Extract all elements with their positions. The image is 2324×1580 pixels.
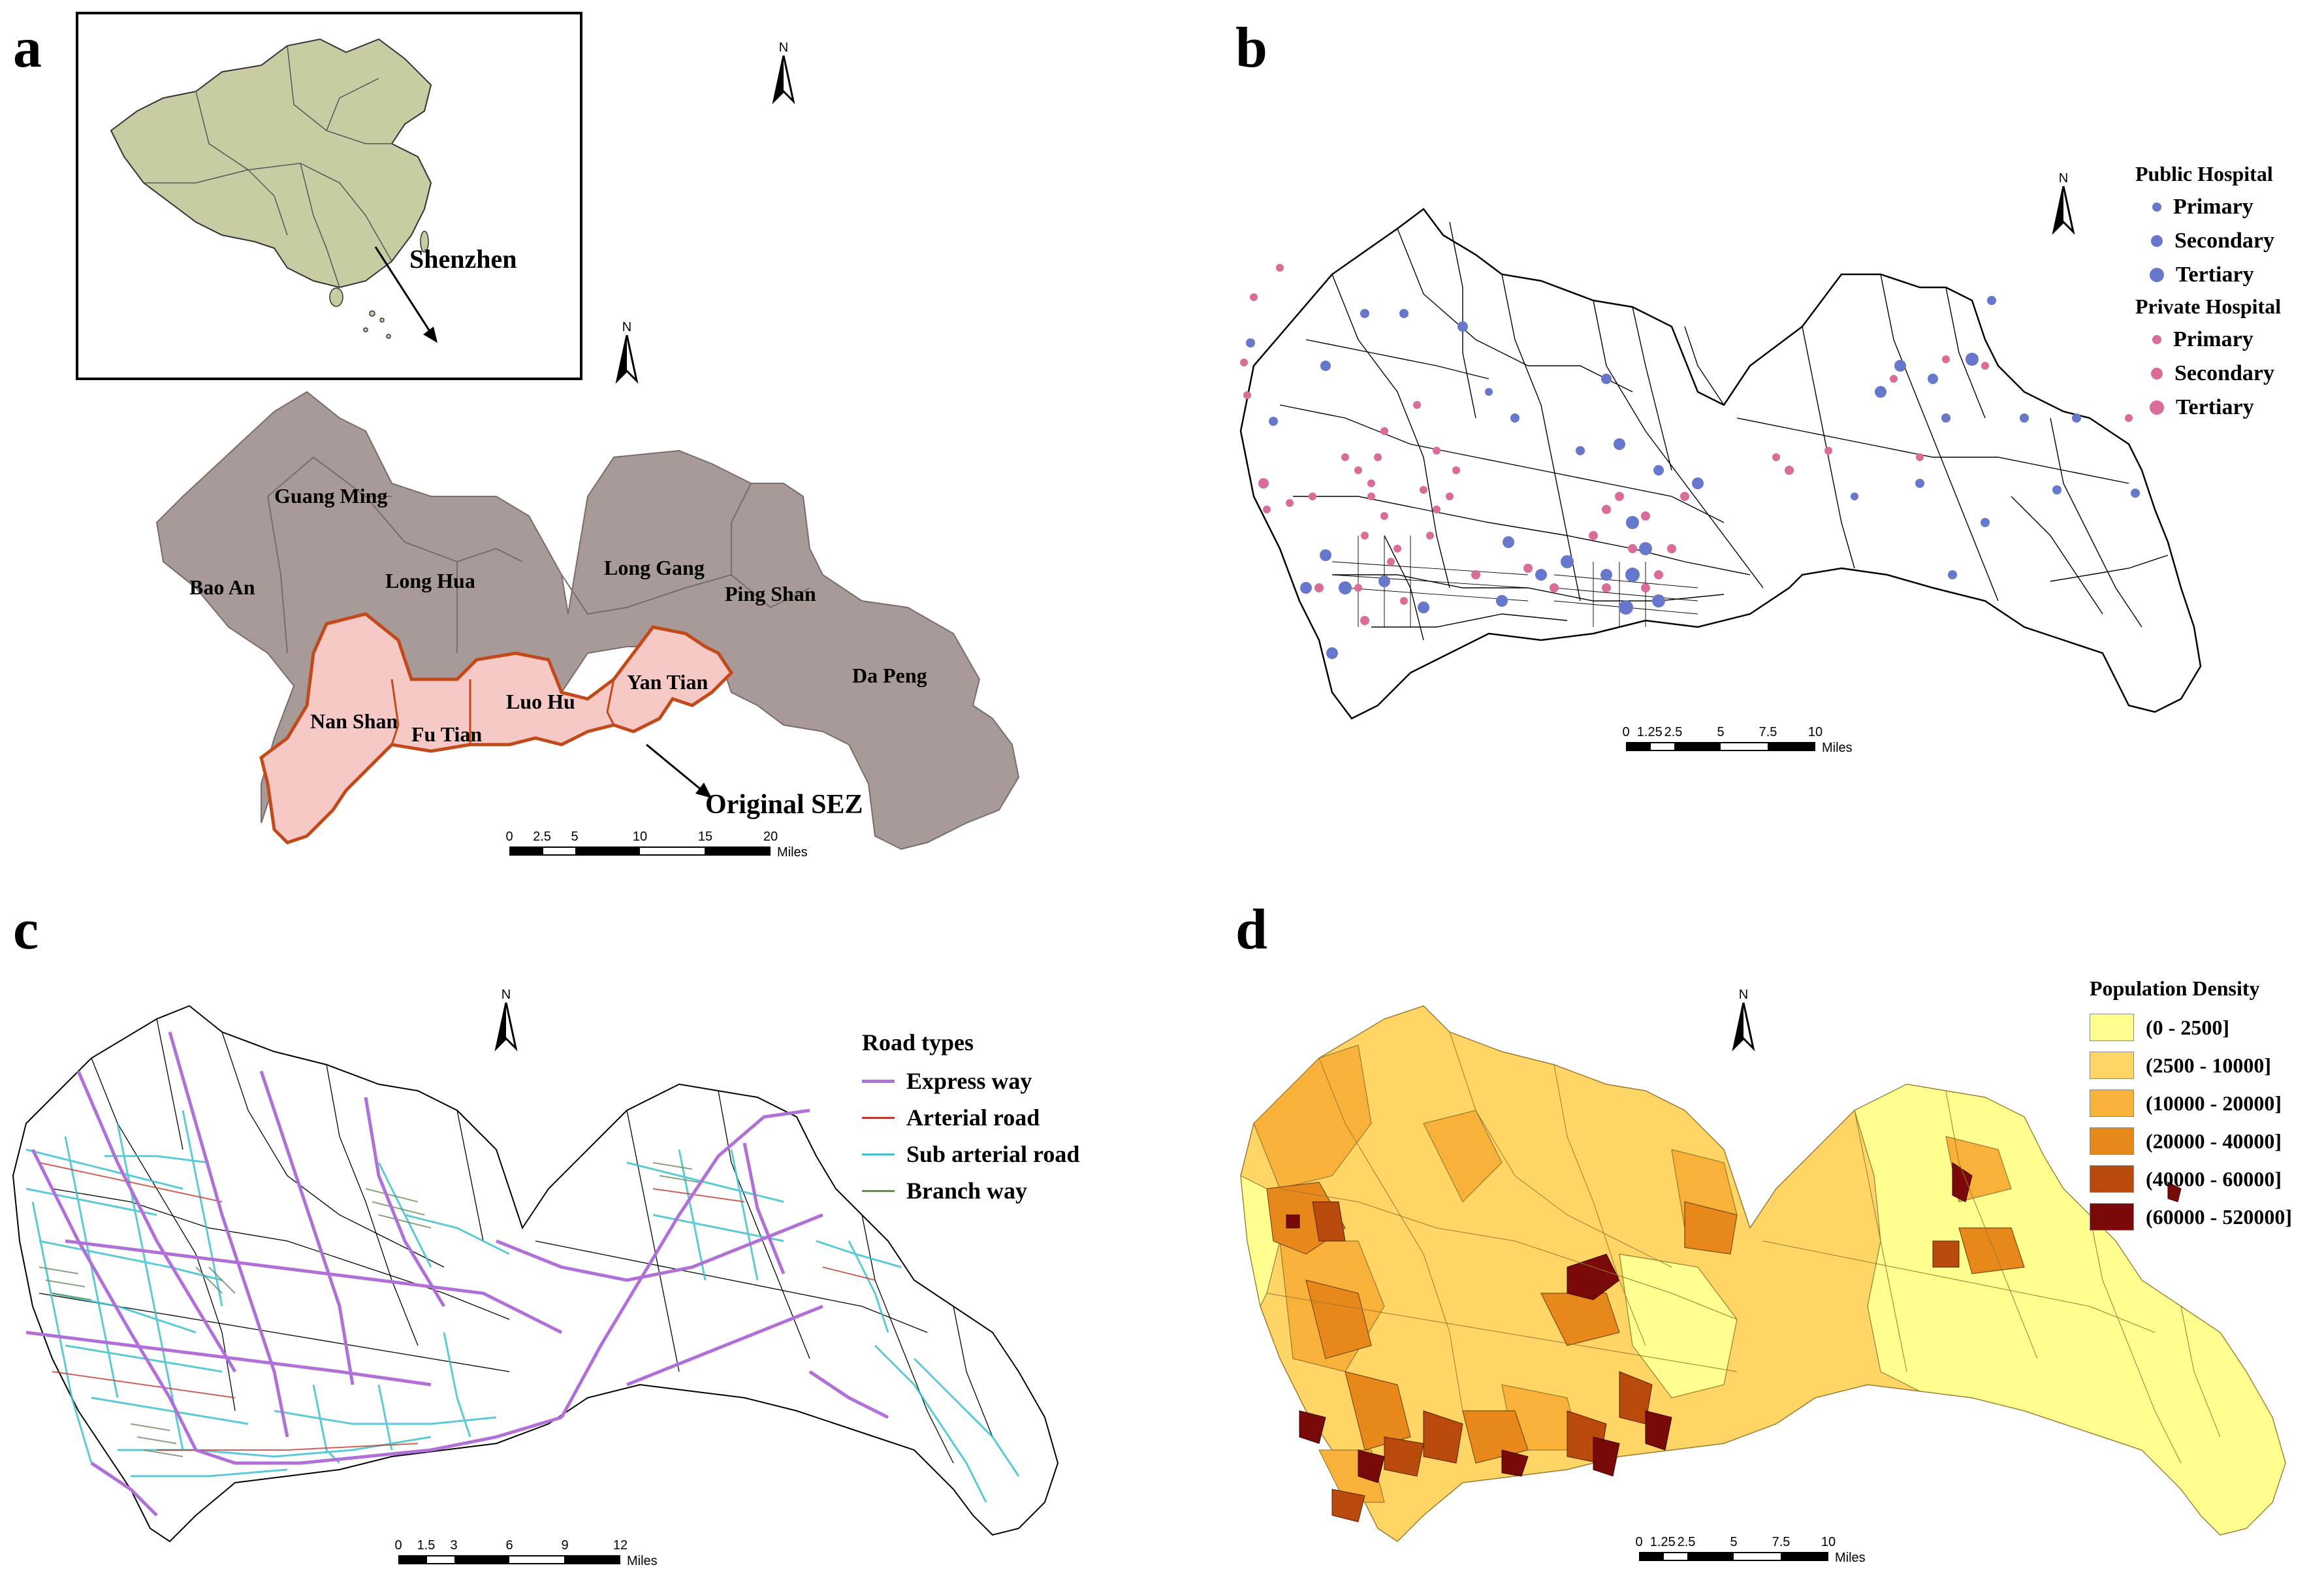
- scale-bar-a: 0 2.5 5 10 15 20 Miles: [505, 830, 808, 860]
- sub-arterial-road-line-icon: [862, 1153, 895, 1155]
- panel-letter-c: c: [13, 898, 39, 961]
- inset-label: Shenzhen: [409, 244, 517, 274]
- tertiary-dot-icon: [2150, 268, 2164, 282]
- district-label: Guang Ming: [274, 484, 387, 508]
- north-arrow-icon: [1732, 1002, 1755, 1052]
- shenzhen-outline-c: [12, 1005, 1059, 1543]
- north-arrow-c: N: [493, 988, 519, 1058]
- north-arrow-icon: [772, 55, 795, 105]
- panel-b-map: [1228, 0, 2324, 875]
- legend-c: Road types Express way Arterial road Sub…: [862, 1029, 1136, 1209]
- legend-title-d: Population Density: [2090, 976, 2260, 1000]
- district-label: Luo Hu: [506, 690, 575, 713]
- panel-d-svg: [1240, 1005, 2286, 1542]
- density-swatch: [2090, 1165, 2134, 1193]
- sez-annotation: Original SEZ: [705, 790, 863, 820]
- density-boundaries: [1266, 1031, 2221, 1464]
- district-borders: [267, 456, 810, 654]
- express-way-line-icon: [862, 1079, 895, 1083]
- china-shape: [110, 38, 432, 289]
- legend-public-title: Public Hospital: [2135, 162, 2273, 185]
- panel-c-map: [0, 875, 1162, 1580]
- density-class-4: [1266, 1182, 2025, 1464]
- district-label: Long Hua: [385, 569, 475, 592]
- scale-bar-d: 0 1.25 2.5 5 7.5 10 Miles: [1635, 1535, 1866, 1565]
- panel-letter-d: d: [1235, 898, 1267, 961]
- express-ways: [25, 1031, 889, 1517]
- density-swatch: [2090, 1203, 2134, 1231]
- scale-bar-b: 0 1.25 2.5 5 7.5 10 Miles: [1622, 725, 1853, 755]
- sez-region: [259, 612, 734, 845]
- legend-d: Population Density (0 - 2500] (2500 - 10…: [2090, 976, 2324, 1236]
- scale-bar-c: 0 1.5 3 6 9 12 Miles: [394, 1538, 658, 1568]
- boundary-lines-b: [1279, 221, 2169, 641]
- district-label: Long Gang: [604, 556, 705, 579]
- shenzhen-outline-b: [1239, 208, 2202, 720]
- district-label: Ping Shan: [725, 582, 816, 605]
- district-label: Da Peng: [852, 664, 927, 687]
- density-swatch: [2090, 1052, 2134, 1079]
- density-class-6: [1286, 1162, 2182, 1483]
- panel-letter-b: b: [1235, 16, 1267, 80]
- sez-arrow: [646, 743, 703, 792]
- district-label: Bao An: [189, 575, 255, 599]
- north-arrow-icon: [494, 1002, 518, 1052]
- panel-a-svg: Shenzhen Guang Ming Bao An Long Hua Long…: [76, 12, 1020, 850]
- panel-letter-a: a: [13, 16, 42, 80]
- district-label: Nan Shan: [310, 709, 398, 733]
- legend-b: Public Hospital Primary Secondary Tertia…: [2135, 162, 2324, 425]
- district-label: Yan Tian: [627, 670, 708, 694]
- north-arrow-b: N: [2050, 171, 2077, 242]
- secondary-dot-icon: [2151, 235, 2163, 247]
- north-arrow-a2: N: [614, 320, 640, 391]
- panel-a-map: Shenzhen Guang Ming Bao An Long Hua Long…: [0, 0, 1162, 875]
- arterial-road-line-icon: [862, 1116, 895, 1119]
- north-arrow-icon: [615, 334, 639, 384]
- density-swatch: [2090, 1014, 2134, 1041]
- primary-dot-icon: [2152, 335, 2161, 344]
- district-labels: Guang Ming Bao An Long Hua Long Gang Pin…: [189, 484, 927, 746]
- islands: [329, 231, 429, 339]
- density-swatch: [2090, 1127, 2134, 1155]
- district-label: Fu Tian: [411, 722, 482, 746]
- legend-title-c: Road types: [862, 1029, 974, 1056]
- china-province-lines: [144, 45, 392, 288]
- tertiary-dot-icon: [2150, 400, 2164, 415]
- primary-dot-icon: [2152, 202, 2161, 212]
- panel-c-svg: [12, 1005, 1059, 1543]
- private-hospitals: [1240, 264, 2133, 625]
- sez-internal-borders: [390, 679, 615, 745]
- density-swatch: [2090, 1089, 2134, 1117]
- north-arrow-a1: N: [771, 40, 797, 111]
- north-arrow-d: N: [1730, 988, 1757, 1058]
- north-arrow-icon: [2052, 185, 2075, 235]
- branch-roads: [39, 1162, 699, 1457]
- panel-b-svg: [1239, 208, 2202, 720]
- branch-way-line-icon: [862, 1189, 895, 1192]
- density-class-1: [1619, 1253, 1738, 1398]
- inset-arrow: [374, 246, 432, 334]
- panel-d-map: [1228, 875, 2324, 1580]
- secondary-dot-icon: [2151, 368, 2163, 379]
- public-hospitals: [1246, 296, 2140, 659]
- legend-private-title: Private Hospital: [2135, 295, 2282, 318]
